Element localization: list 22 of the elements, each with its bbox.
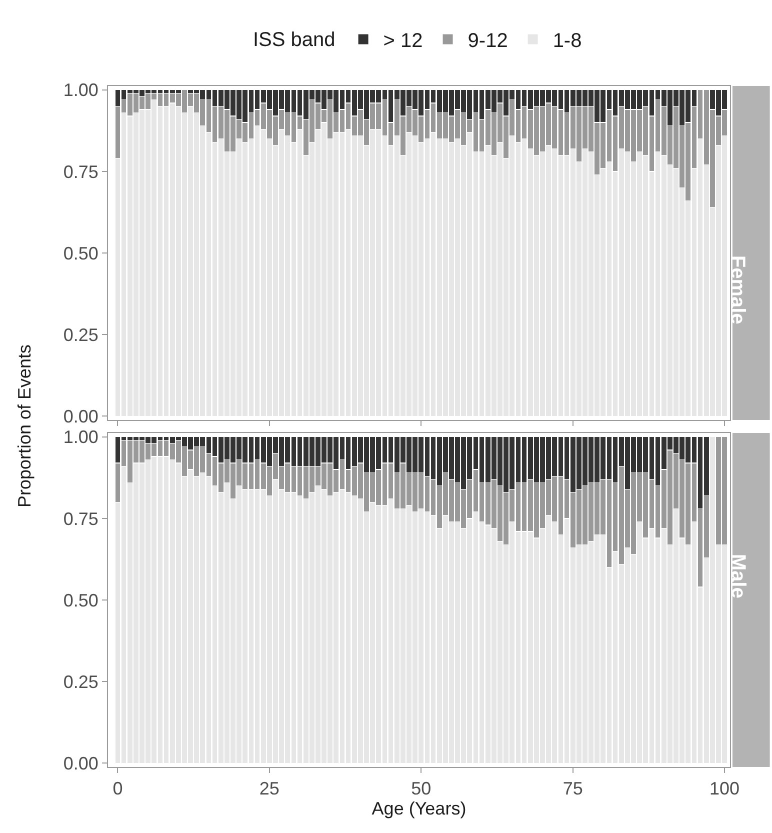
x-axis-title: Age (Years) bbox=[372, 798, 466, 819]
legend-label: > 12 bbox=[383, 30, 423, 52]
y-tick-label: 0.50 bbox=[63, 590, 98, 610]
y-tick-label: 0.25 bbox=[63, 324, 98, 345]
y-tick-label: 1.00 bbox=[63, 80, 98, 100]
y-tick-label: 1.00 bbox=[63, 427, 98, 448]
text: Male bbox=[727, 554, 750, 598]
y-tick-label: 0.25 bbox=[63, 672, 98, 692]
x-tick-label: 25 bbox=[259, 778, 280, 799]
y-tick-label: 0.75 bbox=[63, 508, 98, 529]
x-tick-label: 50 bbox=[411, 778, 432, 799]
legend-label: 9-12 bbox=[468, 30, 508, 52]
y-tick-label: 0.75 bbox=[63, 162, 98, 182]
x-tick-label: 75 bbox=[562, 778, 583, 799]
y-tick-label: 0.00 bbox=[63, 406, 98, 426]
x-tick-label: 100 bbox=[710, 778, 740, 799]
y-tick-label: 0.50 bbox=[63, 243, 98, 264]
legend-label: 1-8 bbox=[552, 30, 582, 52]
y-axis-title: Proportion of Events bbox=[14, 344, 35, 508]
legend-title: ISS band bbox=[253, 28, 336, 51]
y-tick-label: 0.00 bbox=[63, 753, 98, 774]
x-tick-label: 0 bbox=[112, 778, 123, 799]
